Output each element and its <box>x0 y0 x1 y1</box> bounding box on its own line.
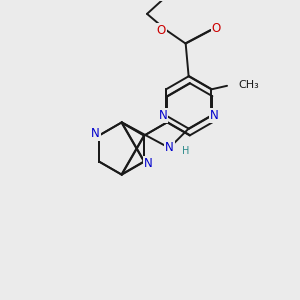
Text: N: N <box>210 109 219 122</box>
Text: O: O <box>156 24 166 37</box>
Text: N: N <box>165 141 174 154</box>
Text: H: H <box>182 146 189 156</box>
Text: O: O <box>212 22 221 35</box>
Text: N: N <box>159 109 167 122</box>
Text: CH₃: CH₃ <box>238 80 259 90</box>
Text: N: N <box>91 128 100 140</box>
Text: N: N <box>144 157 152 169</box>
